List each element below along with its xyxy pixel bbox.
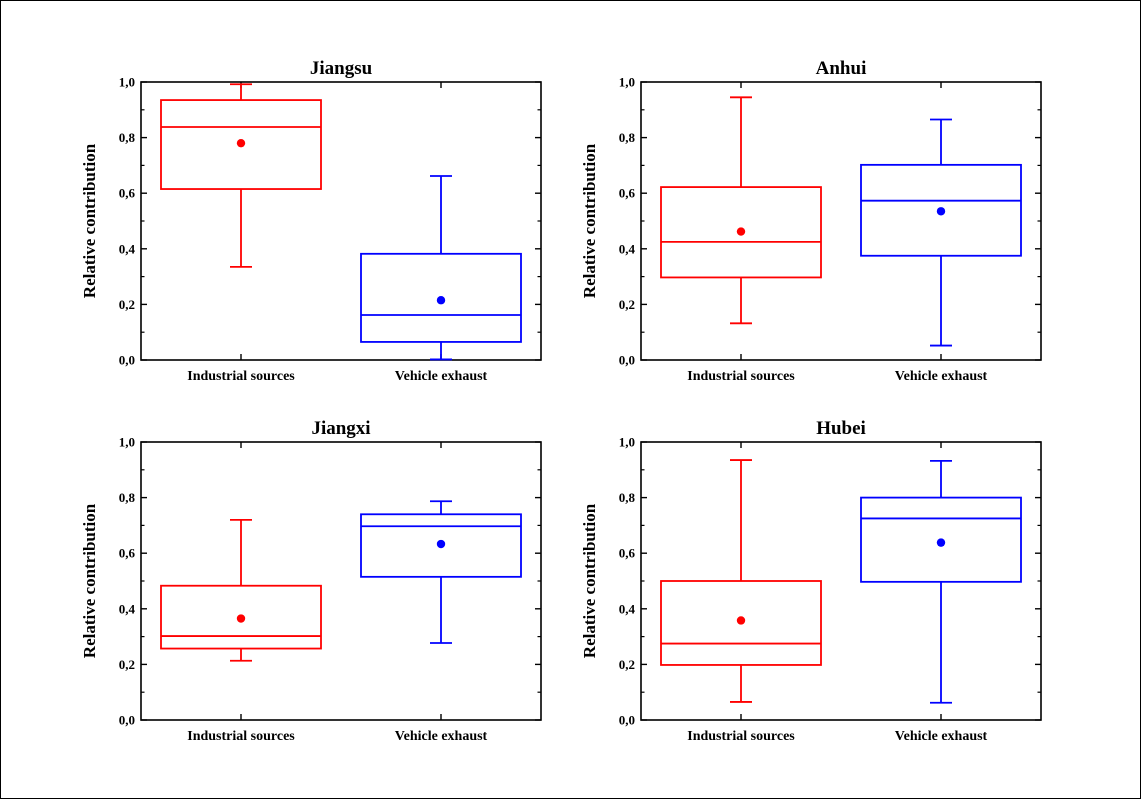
panel-1-box-1-mean <box>236 138 246 148</box>
panel-1-ylabel: Relative contribution <box>80 143 99 298</box>
panel-1-frame <box>140 81 542 361</box>
panel-4-category-label: Industrial sources <box>687 729 795 744</box>
panel-2-ytick-label: 0,4 <box>619 241 636 256</box>
panel-1-ytick-label: 0,6 <box>119 186 136 201</box>
panel-3-box-1-mean <box>236 614 246 623</box>
panel-3-category-label: Vehicle exhaust <box>395 729 488 744</box>
panel-4-box-2-iqr <box>860 496 1022 583</box>
panel-4-ytick-label: 1,0 <box>619 435 635 450</box>
panel-2-ytick-label: 0,6 <box>619 186 636 201</box>
panel-3-title: Jiangxi <box>311 418 370 439</box>
panel-2-ytick-label: 0,2 <box>619 297 635 312</box>
panel-1-box-2-iqr <box>360 252 522 343</box>
panel-2-title: Anhui <box>816 58 867 79</box>
panel-3-ytick-label: 0,0 <box>119 713 135 728</box>
panel-2-ylabel: Relative contribution <box>580 143 599 298</box>
panel-2-ytick-label: 0,0 <box>619 353 635 368</box>
panel-4-ytick-label: 0,6 <box>619 546 636 561</box>
panel-2-category-label: Vehicle exhaust <box>895 369 988 384</box>
panel-1-ytick-label: 0,4 <box>119 241 136 256</box>
panel-3-frame <box>140 441 542 721</box>
panel-4-ytick-label: 0,2 <box>619 657 635 672</box>
panel-1-box-1-iqr <box>160 99 322 190</box>
panel-4-ylabel: Relative contribution <box>580 503 599 658</box>
panel-3-ytick-label: 0,8 <box>119 490 136 505</box>
panel-1-ytick-label: 0,8 <box>119 130 136 145</box>
panel-2-ytick-label: 0,8 <box>619 130 636 145</box>
panel-4-box-1-iqr <box>660 580 822 666</box>
panel-2-frame <box>640 81 1042 361</box>
panel-3-box-1-iqr <box>160 584 322 650</box>
panel-4-ytick-label: 0,0 <box>619 713 635 728</box>
panel-3-ytick-label: 0,2 <box>119 657 135 672</box>
panel-1-category-label: Industrial sources <box>187 369 295 384</box>
panel-3-ylabel: Relative contribution <box>80 503 99 658</box>
panel-4-box-2-mean <box>936 538 946 547</box>
panel-4-ytick-label: 0,4 <box>619 601 636 616</box>
panel-2-box-1-iqr <box>660 186 822 279</box>
panel-3-ytick-label: 1,0 <box>119 435 135 450</box>
panel-4-category-label: Vehicle exhaust <box>895 729 988 744</box>
panel-1-ytick-label: 0,0 <box>119 353 135 368</box>
panel-4-box-1-mean <box>736 616 746 625</box>
panel-1-title: Jiangsu <box>310 58 373 79</box>
panel-4-title: Hubei <box>816 418 866 439</box>
panel-3-ytick-label: 0,6 <box>119 546 136 561</box>
panel-2-box-2-iqr <box>860 163 1022 257</box>
panel-1-category-label: Vehicle exhaust <box>395 369 488 384</box>
panel-2-ytick-label: 1,0 <box>619 75 635 90</box>
panel-2-box-1-mean <box>736 227 746 236</box>
panel-2-category-label: Industrial sources <box>687 369 795 384</box>
panel-4-ytick-label: 0,8 <box>619 490 636 505</box>
panel-3-category-label: Industrial sources <box>187 729 295 744</box>
panel-1-ytick-label: 0,2 <box>119 297 135 312</box>
panel-3-box-2-iqr <box>360 513 522 578</box>
panel-2-box-2-mean <box>936 207 946 216</box>
panel-1-box-2-mean <box>436 296 446 305</box>
panel-1-ytick-label: 1,0 <box>119 75 135 90</box>
panel-3-ytick-label: 0,4 <box>119 601 136 616</box>
panel-3-box-2-mean <box>436 539 446 549</box>
